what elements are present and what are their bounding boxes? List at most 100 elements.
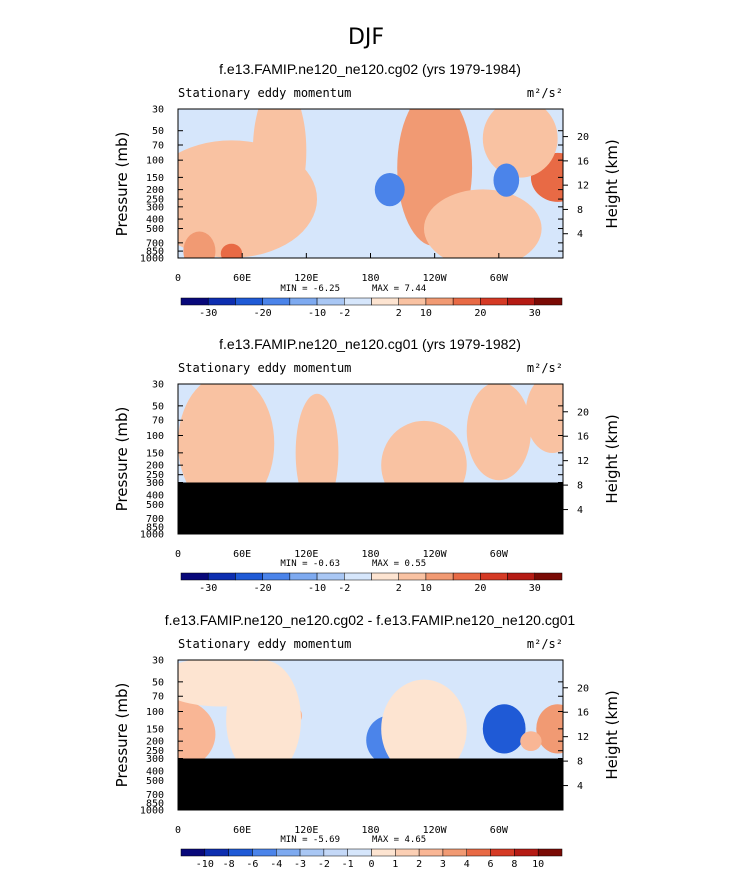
panel-3-pressure-tick-label: 200 (146, 737, 164, 748)
panel-1-anomaly-blob (374, 172, 405, 207)
panel-1-colorbar-label: 2 (396, 308, 402, 319)
panel-2-pressure-tick-label: 850 (146, 523, 164, 534)
panel-3-pressure-tick-label: 250 (146, 746, 164, 757)
panel-1-colorbar-swatch (180, 297, 209, 306)
panel-3-anomaly-blob (178, 660, 285, 707)
panel-3-colorbar-label: 8 (511, 859, 517, 870)
panel-3-pressure-tick-label: 850 (146, 799, 164, 810)
panel-2-colorbar-swatch (534, 572, 563, 581)
panel-3-pressure-tick-label: 300 (146, 754, 164, 765)
panel-3-colorbar-swatch (323, 848, 348, 857)
panel-3-pressure-tick-label: 700 (146, 790, 164, 801)
panel-3-colorbar-label: 2 (416, 859, 422, 870)
panel-3-ylabel-right: Height (km) (603, 690, 621, 779)
panel-2-height-tick-label: 8 (577, 481, 583, 492)
panel-1-anomaly-blob (482, 109, 558, 178)
panel-1-max: MAX = 7.44 (372, 284, 426, 294)
panel-3-min: MIN = -5.69 (280, 835, 340, 845)
panel-2-pressure-tick-label: 300 (146, 478, 164, 489)
panel-3-anomaly-blob (520, 731, 542, 752)
panel-1-pressure-tick-label: 1000 (140, 254, 164, 265)
panel-2-colorbar-swatch (180, 572, 209, 581)
panel-1-colorbar-label: -30 (199, 308, 217, 319)
panel-1-colorbar-label: 20 (474, 308, 486, 319)
panel-1-x-tick-label: 60W (490, 273, 509, 284)
panel-3-pressure-tick-label: 100 (146, 707, 164, 718)
panel-3-colorbar-swatch (514, 848, 539, 857)
panel-2-units: m²/s² (527, 361, 563, 375)
panel-3-height-tick-label: 20 (577, 683, 589, 694)
panel-3-units: m²/s² (527, 637, 563, 651)
panel-2-anomaly-blob (525, 384, 563, 454)
panel-1-colorbar-swatch (480, 297, 508, 306)
panel-2-colorbar-swatch (425, 572, 454, 581)
panel-2-colorbar-label: 2 (396, 583, 402, 594)
panel-2-height-tick-label: 16 (577, 432, 589, 443)
panel-1-colorbar-label: -10 (308, 308, 326, 319)
panel-2-height-tick-label: 12 (577, 456, 589, 467)
panel-1-colorbar-label: 10 (420, 308, 432, 319)
panel-3-colorbar-swatch (442, 848, 467, 857)
panel-1-ylabel: Pressure (mb) (113, 132, 131, 237)
panel-3-height-tick-label: 4 (577, 781, 583, 792)
panel-1-units: m²/s² (527, 86, 563, 100)
panel-2-height-ticks: 20 16 12 8 4 (563, 407, 589, 516)
panel-3-pressure-tick-label: 500 (146, 776, 164, 787)
panel-3-x-tick-label: 0 (175, 825, 181, 836)
panel-3-colorbar-swatch (371, 848, 396, 857)
panel-3-colorbar-label: -1 (342, 859, 354, 870)
panel-2-colorbar-swatch (289, 572, 318, 581)
panel-2-colorbar-swatch (207, 572, 236, 581)
panel-2-title: f.e13.FAMIP.ne120_ne120.cg01 (yrs 1979-1… (219, 336, 521, 352)
panel-1-colorbar-swatch (425, 297, 454, 306)
panel-1-pressure-tick-label: 850 (146, 247, 164, 258)
panel-2-colorbar-swatch (262, 572, 291, 581)
panel-3-anomaly-blob (178, 699, 216, 769)
panel-3-colorbar-label: -6 (246, 859, 258, 870)
panel-1-anomaly-blob (423, 189, 542, 258)
panel-3-title: f.e13.FAMIP.ne120_ne120.cg02 - f.e13.FAM… (165, 612, 576, 628)
panel-2-ylabel: Pressure (mb) (113, 407, 131, 512)
panel-1-x-tick-label: 180 (361, 273, 379, 284)
panel-1-colorbar-swatch (316, 297, 345, 306)
panel-1-colorbar-swatch (235, 297, 263, 306)
panel-3-colorbar-swatch (204, 848, 229, 857)
panel-3-x-tick-label: 180 (361, 825, 379, 836)
panel-2-pressure-tick-label: 400 (146, 490, 164, 501)
panel-2-colorbar-swatch (344, 572, 372, 581)
panel-2-pressure-tick-label: 30 (152, 380, 164, 391)
panel-2-anomaly-blob (466, 384, 531, 481)
panel-2-pressure-tick-label: 200 (146, 461, 164, 472)
panel-1-colorbar-swatch (262, 297, 291, 306)
panel-3-colorbar-label: -2 (318, 859, 330, 870)
panel-1-colorbar-swatch (289, 297, 318, 306)
panel-2-colorbar-label: 30 (529, 583, 541, 594)
panel-3-pressure-tick-label: 50 (152, 677, 164, 688)
panel-2-colorbar-swatch (452, 572, 481, 581)
panel-1-anomaly-blob (252, 109, 307, 220)
panel-2-pressure-tick-label: 500 (146, 500, 164, 511)
panel-3-anomaly-blob (482, 704, 526, 754)
panel-3-pressure-tick-label: 400 (146, 766, 164, 777)
panel-3-x-tick-label: 120E (294, 825, 318, 836)
panel-3-x-tick-label: 60E (233, 825, 251, 836)
panel-1-pressure-tick-label: 50 (152, 126, 164, 137)
panel-2-x-tick-label: 0 (175, 549, 181, 560)
panel-1-height-tick-label: 20 (577, 132, 589, 143)
panel-3-height-tick-label: 16 (577, 708, 589, 719)
panel-2-colorbar-swatch (398, 572, 427, 581)
panel-3-topography-mask (178, 758, 563, 810)
panel-1-title: f.e13.FAMIP.ne120_ne120.cg02 (yrs 1979-1… (219, 61, 521, 77)
panel-2-colorbar-swatch (480, 572, 508, 581)
panel-3-pressure-tick-label: 150 (146, 724, 164, 735)
panel-3-max: MAX = 4.65 (372, 835, 426, 845)
panel-1-colorbar-label: -20 (254, 308, 272, 319)
panel-2-topography-mask (178, 482, 563, 534)
panel-2-colorbar-label: -20 (254, 583, 272, 594)
panel-1-colorbar-label: 30 (529, 308, 541, 319)
panel-2-anomaly-blob (295, 393, 339, 512)
panel-3-colorbar-swatch (490, 848, 515, 857)
panel-3-height-ticks: 20 16 12 8 4 (563, 683, 589, 792)
